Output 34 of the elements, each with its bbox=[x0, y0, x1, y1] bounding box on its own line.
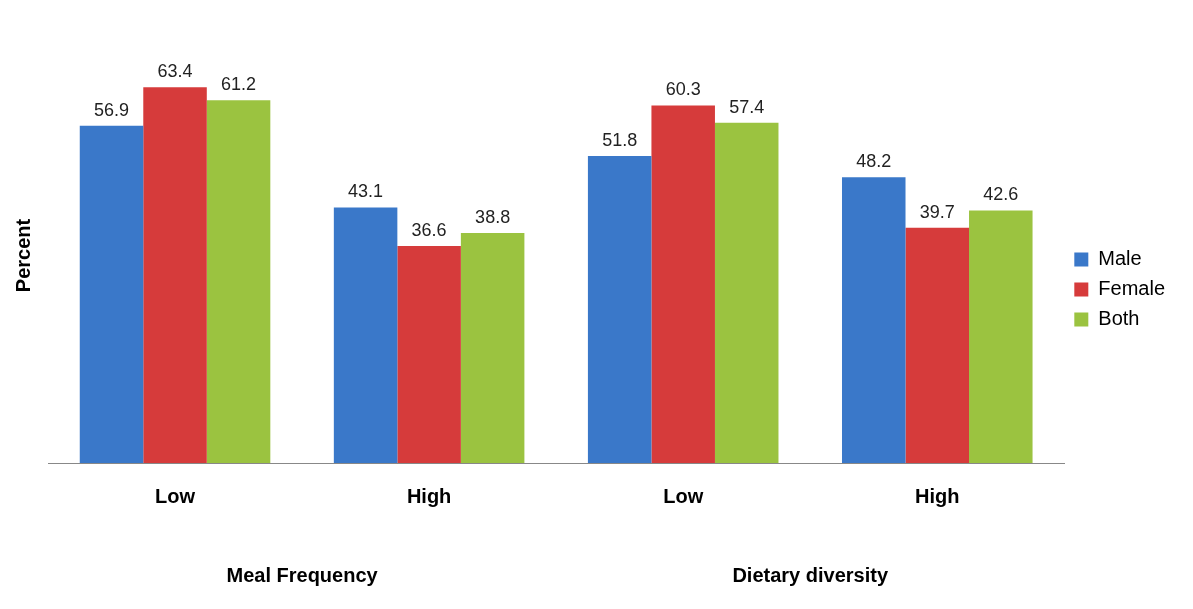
bar bbox=[905, 227, 970, 463]
data-label: 48.2 bbox=[856, 151, 892, 172]
data-label: 39.7 bbox=[919, 201, 955, 222]
data-label: 36.6 bbox=[411, 219, 447, 240]
x-tick-label: Low bbox=[663, 484, 704, 507]
bar bbox=[143, 87, 207, 463]
bar bbox=[460, 232, 525, 463]
x-tick-label: High bbox=[406, 484, 452, 507]
bar bbox=[841, 177, 906, 463]
bar bbox=[714, 122, 779, 463]
data-label: 38.8 bbox=[475, 206, 511, 227]
x-tick-label: High bbox=[915, 484, 960, 507]
bar bbox=[79, 125, 144, 463]
text: Meal Frequency bbox=[226, 563, 379, 586]
data-label: 60.3 bbox=[665, 79, 701, 100]
bar bbox=[333, 207, 398, 463]
bar bbox=[397, 246, 461, 463]
bar bbox=[206, 100, 271, 463]
x-tick-label: Low bbox=[155, 484, 196, 507]
data-label: 43.1 bbox=[348, 181, 384, 202]
text: Dietary diversity bbox=[732, 563, 889, 586]
data-label: 42.6 bbox=[983, 184, 1019, 205]
bar bbox=[587, 155, 652, 463]
legend-label: Female bbox=[1098, 277, 1166, 300]
data-label: 57.4 bbox=[729, 96, 765, 117]
data-label: 56.9 bbox=[94, 99, 130, 120]
data-label: 61.2 bbox=[221, 74, 257, 95]
legend-label: Both bbox=[1098, 307, 1140, 330]
data-label: 51.8 bbox=[602, 129, 638, 150]
bar bbox=[969, 210, 1033, 463]
legend-label: Male bbox=[1098, 247, 1142, 270]
y-axis-title: Percent bbox=[11, 218, 34, 293]
data-label: 63.4 bbox=[157, 61, 193, 82]
bar bbox=[651, 105, 715, 463]
